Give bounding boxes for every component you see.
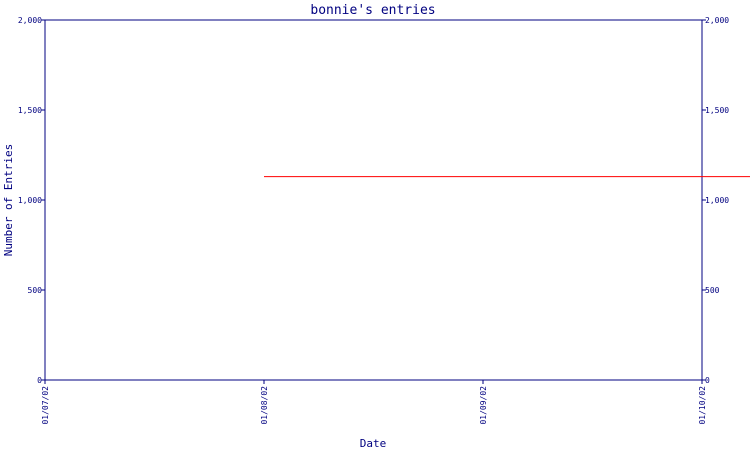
y-tick-label-left: 500 (28, 286, 43, 295)
x-tick-label: 01/08/02 (260, 386, 269, 425)
y-tick-label-left: 0 (37, 376, 42, 385)
y-tick-label-right: 500 (705, 286, 720, 295)
y-tick-label-right: 1,000 (705, 196, 729, 205)
plot-area (44, 19, 703, 381)
y-tick-label-left: 1,000 (18, 196, 42, 205)
x-tick-label: 01/09/02 (479, 386, 488, 425)
y-tick-label-right: 2,000 (705, 16, 729, 25)
series-line (263, 176, 750, 178)
x-axis: 01/07/02 01/08/02 01/09/02 01/10/02 (41, 380, 707, 425)
x-tick-label: 01/10/02 (698, 386, 707, 425)
y-tick-label-right: 0 (705, 376, 710, 385)
y-tick-label-left: 1,500 (18, 106, 42, 115)
y-axis-right: 0 500 1,000 1,500 2,000 (702, 16, 729, 385)
chart-title: bonnie's entries (310, 3, 435, 18)
x-tick-label: 01/07/02 (41, 386, 50, 425)
y-axis-left: 0 500 1,000 1,500 2,000 (18, 16, 45, 385)
x-axis-label: Date (360, 437, 387, 450)
y-tick-label-left: 2,000 (18, 16, 42, 25)
series-layer (263, 176, 750, 178)
y-tick-label-right: 1,500 (705, 106, 729, 115)
y-axis-label: Number of Entries (2, 144, 15, 257)
